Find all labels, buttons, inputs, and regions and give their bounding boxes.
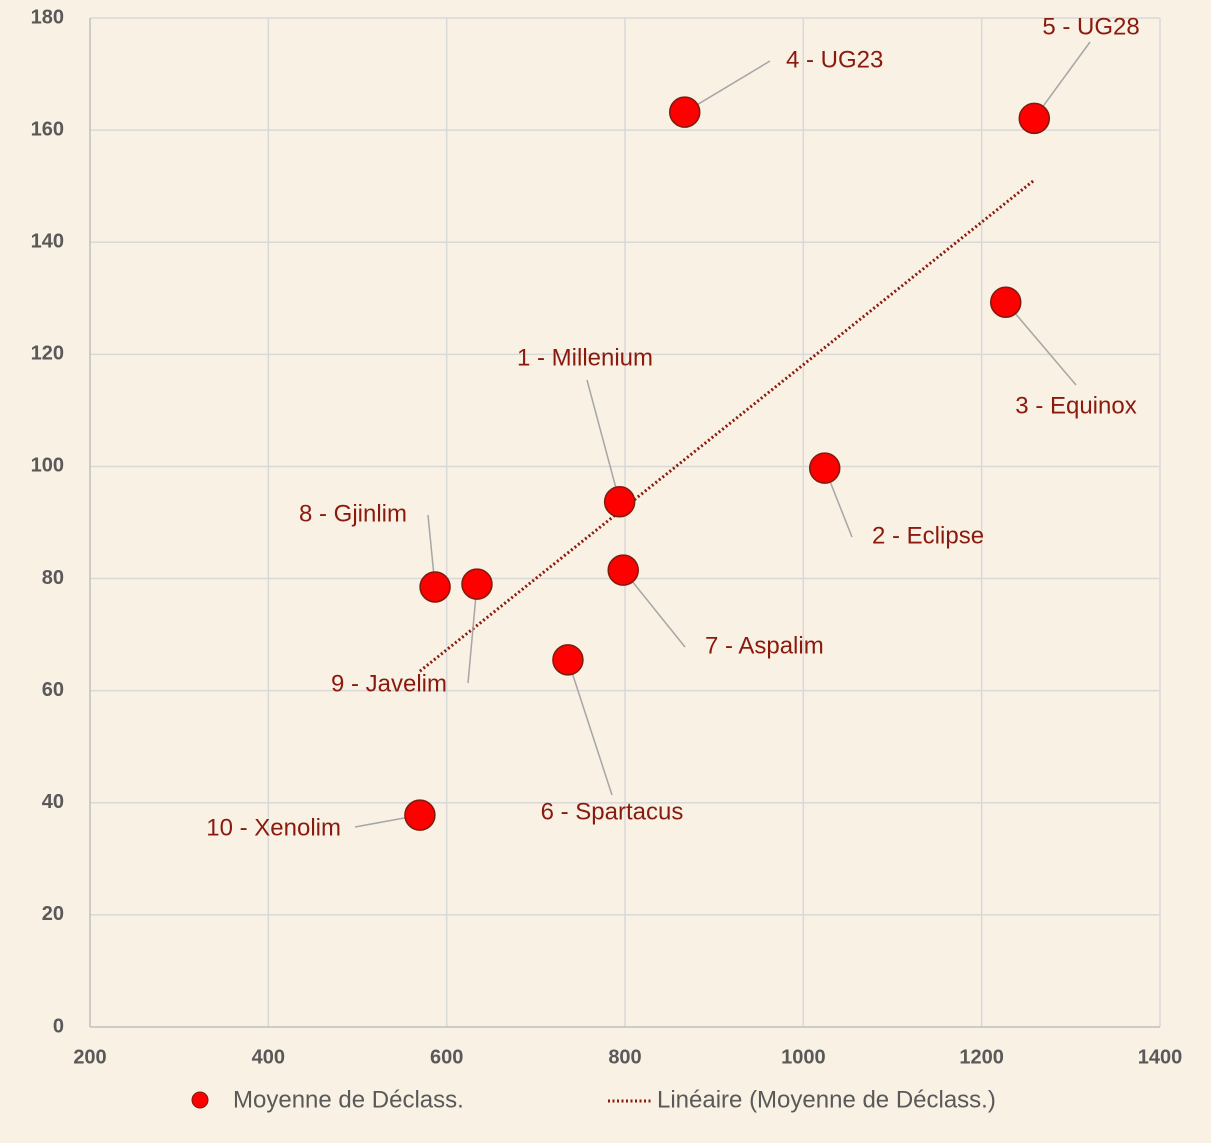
point-label: 8 - Gjinlim (299, 500, 407, 527)
y-tick-label: 120 (31, 343, 64, 365)
y-tick-label: 80 (42, 567, 64, 589)
point-label: 5 - UG28 (1042, 13, 1139, 40)
x-tick-label: 200 (73, 1046, 106, 1068)
point (552, 644, 584, 676)
point (607, 554, 639, 586)
x-tick-label: 400 (252, 1046, 285, 1068)
y-tick-label: 160 (31, 118, 64, 140)
legend-label: Linéaire (Moyenne de Déclass.) (657, 1086, 996, 1113)
legend-label: Moyenne de Déclass. (233, 1086, 464, 1113)
point (404, 799, 436, 831)
point (808, 452, 841, 484)
point-label: 4 - UG23 (786, 46, 883, 73)
x-tick-label: 600 (430, 1046, 463, 1068)
y-tick-label: 140 (31, 231, 64, 253)
leader-line (622, 569, 686, 648)
leader-line (1005, 301, 1077, 386)
point-label: 1 - Millenium (517, 344, 653, 371)
x-tick-label: 1000 (781, 1046, 826, 1068)
point-label: 9 - Javelim (331, 670, 447, 697)
x-tick-label: 1400 (1138, 1046, 1183, 1068)
leader-line (684, 60, 771, 113)
point-label: 7 - Aspalim (705, 632, 824, 659)
point-label: 2 - Eclipse (872, 522, 984, 549)
point (1018, 102, 1051, 135)
point (461, 568, 493, 600)
point (603, 486, 636, 518)
point-label: 10 - Xenolim (206, 814, 341, 841)
leader-line (586, 379, 621, 502)
y-tick-label: 100 (31, 455, 64, 477)
y-tick-label: 60 (42, 679, 64, 701)
y-tick-label: 180 (31, 6, 64, 28)
leader-line (567, 659, 613, 796)
point-label: 3 - Equinox (1015, 392, 1136, 419)
legend-marker (191, 1091, 209, 1109)
y-tick-label: 20 (42, 903, 64, 925)
point (989, 286, 1022, 318)
point (419, 571, 451, 603)
y-tick-label: 0 (53, 1015, 64, 1037)
trendline (418, 178, 1036, 673)
point (668, 96, 701, 128)
point-label: 6 - Spartacus (541, 798, 684, 825)
leader-line (467, 584, 478, 684)
x-tick-label: 800 (608, 1046, 641, 1068)
x-tick-label: 1200 (959, 1046, 1004, 1068)
y-tick-label: 40 (42, 791, 64, 813)
leader-line (1033, 41, 1091, 119)
